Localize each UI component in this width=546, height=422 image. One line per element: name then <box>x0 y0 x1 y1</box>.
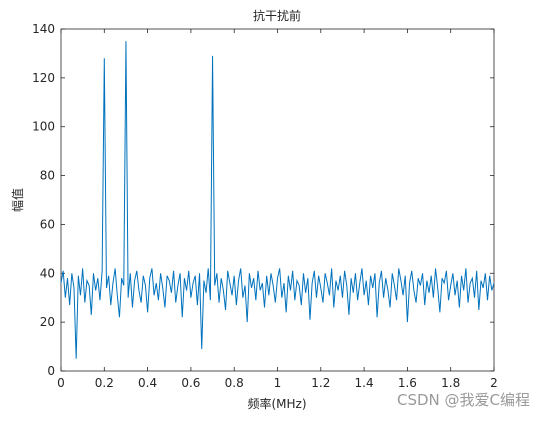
y-tick-label: 120 <box>32 71 55 85</box>
x-axis-label: 频率(MHz) <box>247 396 306 411</box>
y-tick-label: 20 <box>40 315 55 329</box>
y-tick-label: 100 <box>32 120 55 134</box>
y-tick-label: 60 <box>40 217 55 231</box>
x-tick-label: 1.8 <box>441 376 460 390</box>
chart-title: 抗干扰前 <box>253 8 301 23</box>
x-tick-label: 0.6 <box>181 376 200 390</box>
x-tick-label: 1.2 <box>311 376 330 390</box>
plot-frame <box>60 28 495 372</box>
x-tick-label: 2 <box>490 376 498 390</box>
x-tick-label: 1 <box>274 376 282 390</box>
y-tick-label: 0 <box>47 364 55 378</box>
x-tick-label: 1.4 <box>355 376 374 390</box>
watermark: CSDN @我爱C编程 <box>397 391 530 409</box>
y-tick-label: 80 <box>40 169 55 183</box>
y-tick-label: 40 <box>40 266 55 280</box>
y-axis-label: 幅值 <box>10 188 25 212</box>
x-tick-label: 0.4 <box>138 376 157 390</box>
x-tick-label: 0.8 <box>225 376 244 390</box>
x-tick-label: 1.6 <box>398 376 417 390</box>
y-tick-label: 140 <box>32 22 55 36</box>
x-tick-label: 0 <box>57 376 65 390</box>
x-tick-label: 0.2 <box>95 376 114 390</box>
data-line <box>60 41 495 359</box>
